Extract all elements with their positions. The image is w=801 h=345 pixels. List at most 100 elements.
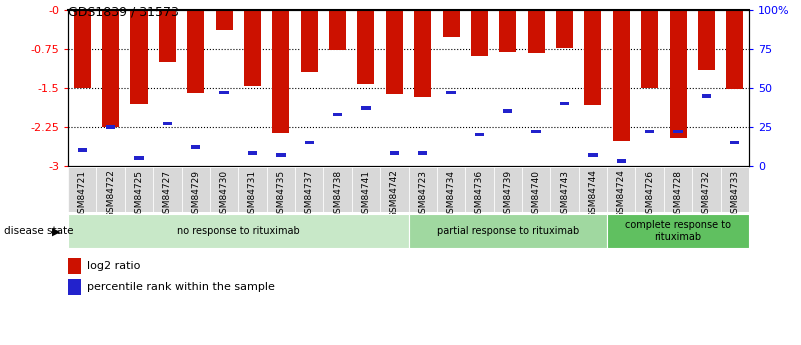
Bar (528, 10, 545, 53)
Text: GSM84732: GSM84732 (702, 169, 710, 219)
Bar (272, 10, 289, 133)
Bar (503, 109, 513, 113)
Text: GSM84744: GSM84744 (589, 169, 598, 218)
Text: GSM84733: GSM84733 (731, 169, 739, 219)
Bar (727, 10, 743, 89)
Text: ▶: ▶ (51, 226, 60, 236)
Bar (698, 10, 714, 70)
Bar (333, 112, 342, 116)
Bar (68, 214, 409, 248)
Bar (267, 167, 295, 212)
Bar (68, 279, 81, 295)
Text: GSM84730: GSM84730 (219, 169, 228, 219)
Bar (437, 167, 465, 212)
Bar (692, 167, 721, 212)
Bar (357, 10, 374, 85)
Bar (74, 10, 91, 88)
Bar (409, 167, 437, 212)
Bar (187, 10, 204, 93)
Bar (730, 140, 739, 144)
Bar (96, 167, 125, 212)
Bar (68, 167, 96, 212)
Bar (414, 10, 431, 97)
Text: GSM84726: GSM84726 (645, 169, 654, 219)
Text: GSM84743: GSM84743 (560, 169, 569, 219)
Bar (702, 94, 711, 98)
Bar (106, 125, 115, 129)
Bar (352, 167, 380, 212)
Bar (446, 91, 456, 95)
Text: disease state: disease state (4, 226, 74, 236)
Bar (532, 130, 541, 133)
Bar (409, 214, 607, 248)
Text: GSM84739: GSM84739 (503, 169, 513, 219)
Bar (153, 167, 182, 212)
Bar (324, 167, 352, 212)
Bar (522, 167, 550, 212)
Bar (560, 102, 570, 105)
Bar (239, 167, 267, 212)
Text: partial response to rituximab: partial response to rituximab (437, 226, 579, 236)
Bar (641, 10, 658, 88)
Bar (131, 10, 147, 104)
Bar (588, 153, 598, 157)
Bar (125, 167, 153, 212)
Bar (550, 167, 578, 212)
Bar (418, 151, 428, 155)
Bar (670, 10, 686, 138)
Bar (578, 167, 607, 212)
Bar (389, 151, 399, 155)
Bar (163, 122, 172, 126)
Bar (617, 159, 626, 163)
Bar (295, 167, 324, 212)
Text: no response to rituximab: no response to rituximab (177, 226, 300, 236)
Text: GSM84735: GSM84735 (276, 169, 285, 219)
Text: GSM84741: GSM84741 (361, 169, 370, 219)
Bar (300, 10, 318, 72)
Text: GSM84731: GSM84731 (248, 169, 257, 219)
Bar (182, 167, 210, 212)
Bar (210, 167, 239, 212)
Text: percentile rank within the sample: percentile rank within the sample (87, 282, 276, 292)
Bar (159, 10, 176, 62)
Bar (607, 167, 635, 212)
Bar (471, 10, 488, 56)
Bar (386, 10, 403, 94)
Bar (475, 133, 484, 136)
Bar (103, 10, 119, 127)
Text: GSM84727: GSM84727 (163, 169, 172, 219)
Bar (215, 10, 232, 30)
Bar (721, 167, 749, 212)
Text: GSM84721: GSM84721 (78, 169, 87, 219)
Bar (191, 145, 200, 149)
Bar (465, 167, 493, 212)
Bar (645, 130, 654, 133)
Bar (329, 10, 346, 50)
Bar (607, 214, 749, 248)
Bar (556, 10, 573, 48)
Text: GSM84737: GSM84737 (304, 169, 314, 219)
Text: GSM84728: GSM84728 (674, 169, 682, 219)
Bar (585, 10, 602, 105)
Text: GSM84734: GSM84734 (447, 169, 456, 219)
Text: GSM84742: GSM84742 (390, 169, 399, 218)
Text: GSM84729: GSM84729 (191, 169, 200, 219)
Bar (380, 167, 409, 212)
Bar (135, 156, 143, 160)
Text: GSM84722: GSM84722 (107, 169, 115, 218)
Text: GSM84723: GSM84723 (418, 169, 427, 219)
Text: log2 ratio: log2 ratio (87, 261, 141, 271)
Bar (499, 10, 517, 52)
Bar (613, 10, 630, 141)
Bar (635, 167, 664, 212)
Bar (78, 148, 87, 152)
Text: GSM84725: GSM84725 (135, 169, 143, 219)
Bar (219, 91, 229, 95)
Bar (304, 140, 314, 144)
Text: GSM84740: GSM84740 (532, 169, 541, 219)
Bar (493, 167, 522, 212)
Bar (248, 151, 257, 155)
Bar (664, 167, 692, 212)
Bar (244, 10, 261, 87)
Text: GSM84738: GSM84738 (333, 169, 342, 219)
